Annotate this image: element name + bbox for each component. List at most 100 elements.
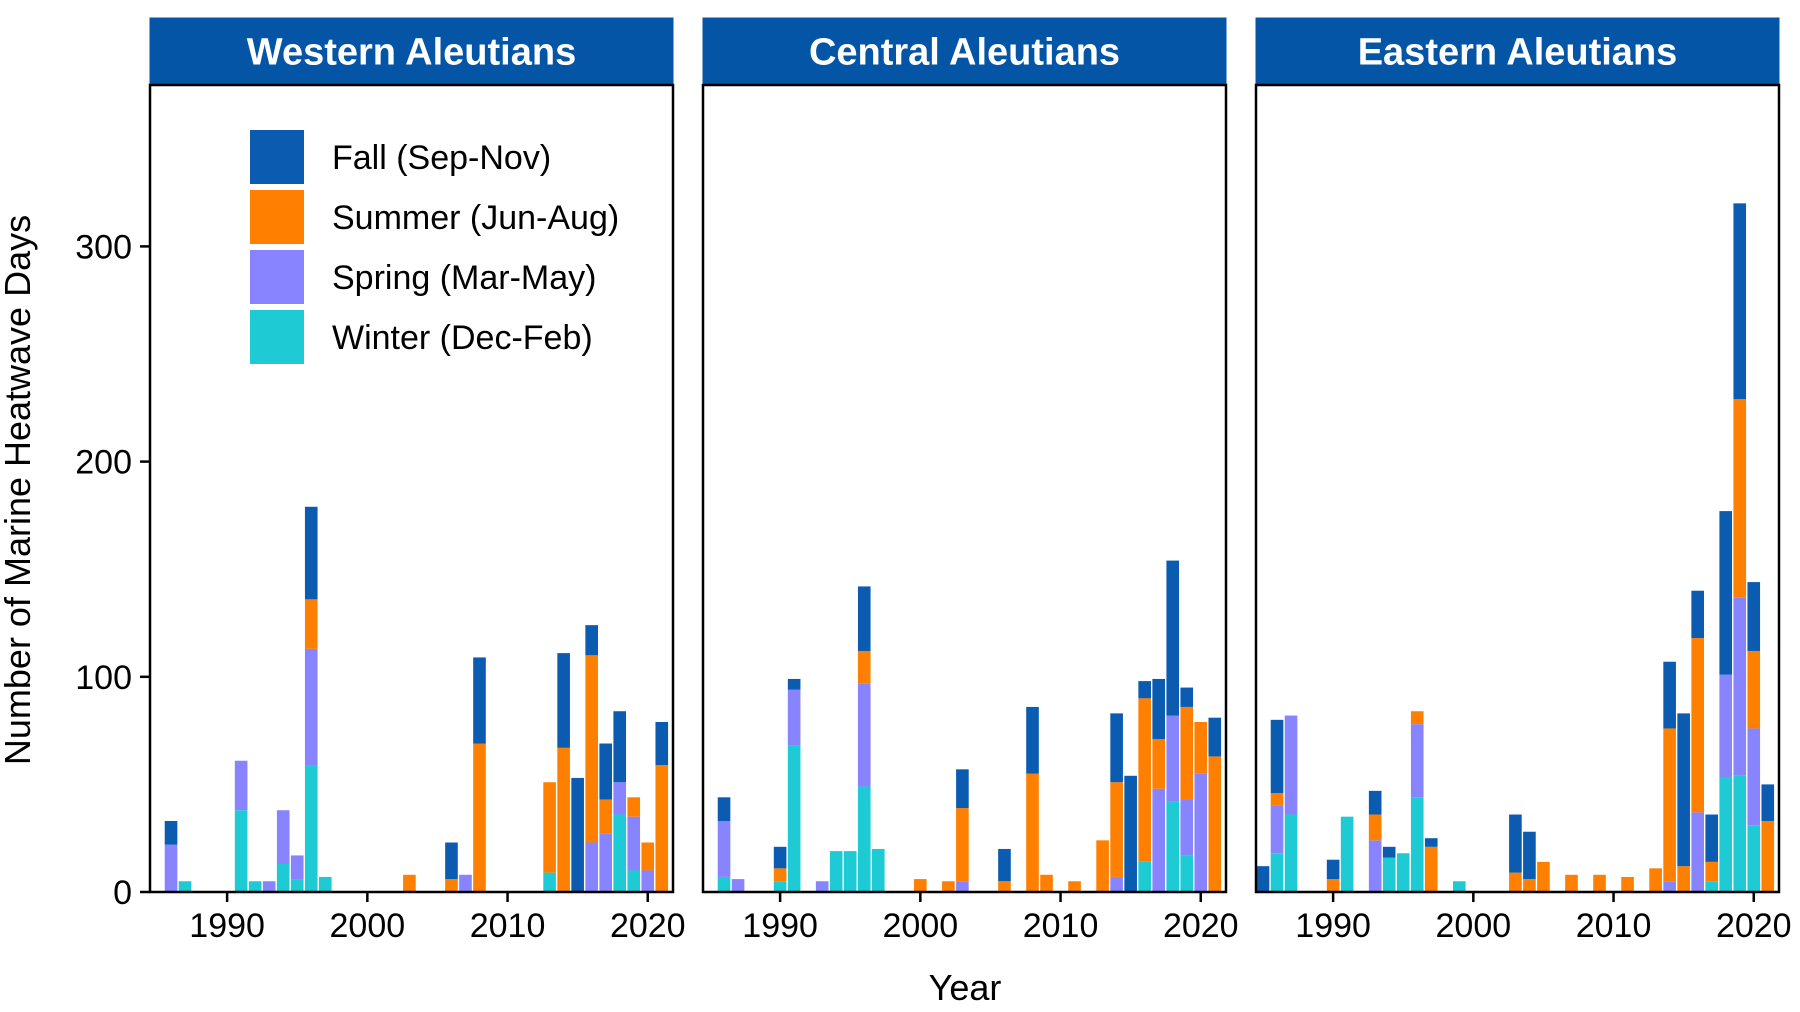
x-tick-label: 2010 [1576,907,1652,945]
bar-spring-2020 [641,870,655,892]
bar-summer-1997 [1424,846,1438,892]
bar-winter-1994 [1382,857,1396,892]
bar-fall-2019 [1180,687,1194,707]
bar-winter-1995 [843,851,857,892]
bar-winter-1991 [234,810,248,892]
legend-swatch-spring [250,250,304,304]
bar-spring-1986 [717,820,731,877]
bar-fall-2004 [1523,831,1536,880]
x-axis-title: Year [929,967,1002,1008]
panel-title: Eastern Aleutians [1358,32,1678,74]
bar-fall-2006 [998,848,1011,882]
bar-summer-2021 [1761,820,1775,892]
panel-strip [149,17,674,86]
bar-spring-2017 [1152,788,1166,892]
bar-summer-2000 [914,879,927,892]
bar-spring-1994 [276,810,290,865]
bar-fall-2016 [1691,590,1704,639]
bar-winter-1987 [1284,814,1298,892]
bar-fall-1986 [717,797,731,821]
bar-summer-2020 [641,842,655,871]
bar-summer-1993 [1368,814,1382,841]
bar-fall-1991 [787,678,801,690]
bar-spring-1996 [1410,724,1424,798]
bar-spring-2020 [1194,773,1208,892]
bar-fall-1986 [164,820,178,845]
bar-spring-1986 [1270,805,1284,854]
bar-fall-2014 [557,653,570,748]
bar-summer-1990 [1326,879,1340,892]
bar-spring-1987 [1284,715,1298,815]
bar-spring-2018 [1166,715,1180,802]
y-tick-label: 300 [75,228,132,266]
bar-fall-1985 [1256,866,1270,892]
bar-winter-1986 [1270,853,1284,892]
bar-fall-1996 [304,506,318,600]
bar-winter-2019 [1180,855,1194,892]
bar-spring-2014 [1663,881,1676,892]
bar-spring-2018 [1719,674,1733,778]
panel-0: Western Aleutians 1990 2000 2010 2020 0 100 200… [75,17,686,945]
bar-winter-1994 [829,851,843,892]
panel-2: Eastern Aleutians 1990 2000 2010 2020 [1254,17,1792,945]
bar-summer-2021 [655,765,669,892]
bar-spring-1991 [234,760,248,811]
bar-summer-2021 [1208,756,1222,892]
bar-summer-2019 [627,797,641,817]
bar-summer-2006 [998,881,1011,892]
bar-summer-2008 [473,743,486,892]
bar-summer-2009 [1040,874,1053,892]
bar-fall-2018 [1166,560,1180,716]
bar-winter-1999 [1453,881,1466,892]
bar-fall-1990 [1326,859,1340,880]
bar-winter-1986 [717,876,731,892]
legend-swatch-winter [250,310,304,364]
y-tick-label: 200 [75,444,132,482]
legend: Fall (Sep-Nov) Summer (Jun-Aug) Spring (Ma… [250,130,619,364]
bar-summer-2003 [1509,872,1522,892]
bar-summer-2011 [1068,881,1081,892]
bar-fall-2016 [585,625,598,656]
bar-spring-2014 [1110,876,1123,892]
bar-spring-2016 [1691,812,1704,892]
bar-summer-2005 [1537,861,1550,892]
bar-fall-1990 [773,846,787,869]
x-tick-label: 2000 [883,907,959,945]
bar-summer-2017 [599,799,613,834]
x-tick-label: 2020 [1716,907,1792,945]
bar-winter-1995 [290,879,304,892]
bar-winter-1991 [1340,816,1354,892]
bar-fall-2021 [655,721,669,766]
x-tick-label: 2020 [1163,907,1239,945]
bar-fall-1994 [1382,846,1396,858]
bar-winter-2019 [1733,775,1747,892]
bar-winter-2013 [543,872,556,892]
legend-label-winter: Winter (Dec-Feb) [332,319,593,357]
bar-summer-2016 [1691,638,1704,813]
bar-fall-2019 [1733,203,1747,400]
bar-summer-2003 [403,874,416,892]
bar-winter-1997 [871,848,885,892]
bar-spring-2017 [599,833,613,892]
bar-winter-2018 [613,814,627,892]
bar-fall-2018 [1719,511,1733,675]
legend-swatch-summer [250,190,304,244]
bar-winter-1991 [787,745,801,892]
legend-label-summer: Summer (Jun-Aug) [332,199,619,237]
x-tick-label: 2010 [1023,907,1099,945]
bar-winter-1996 [1410,797,1424,892]
bar-fall-2018 [613,711,627,783]
bar-winter-2017 [1705,881,1719,892]
bar-spring-2007 [459,874,472,892]
panel-title: Western Aleutians [247,32,576,74]
bar-winter-1997 [318,876,332,892]
bar-summer-2009 [1593,874,1606,892]
bar-fall-1997 [1424,838,1438,847]
bar-fall-2015 [1677,713,1690,867]
panel-title: Central Aleutians [809,32,1120,74]
bar-spring-2018 [613,782,627,815]
bar-winter-1995 [1396,853,1410,892]
bar-fall-2015 [1124,775,1137,892]
